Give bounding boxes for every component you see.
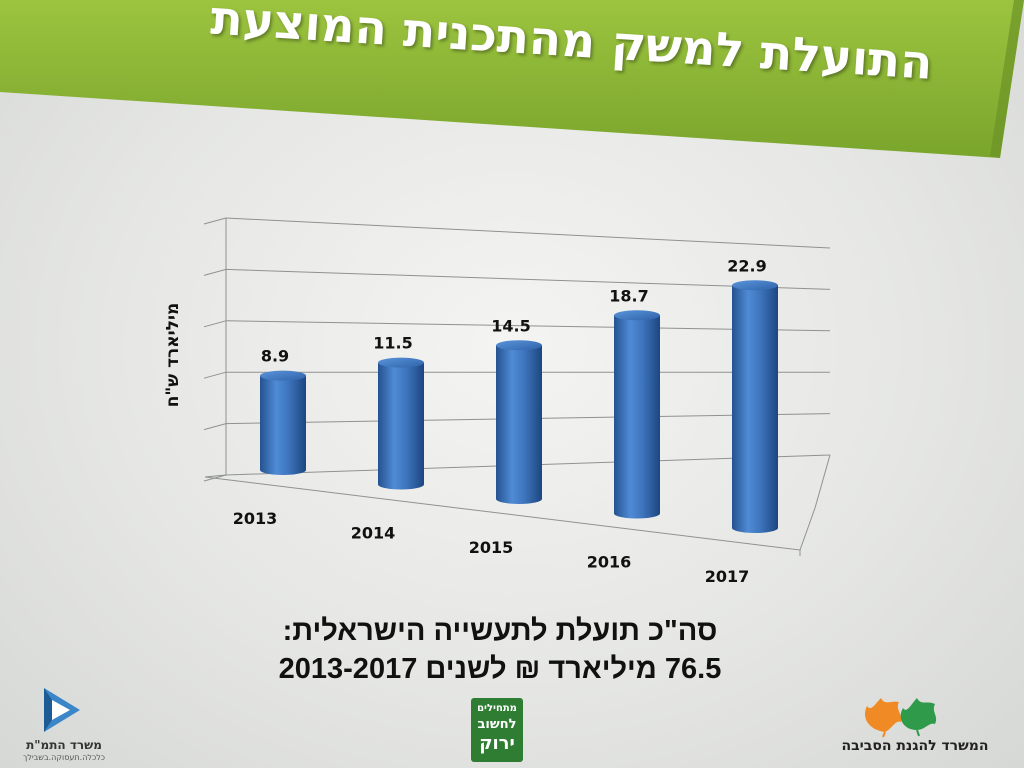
bar-cap-2013 [260, 370, 306, 381]
title-banner [0, 0, 1024, 158]
bar-2014 [378, 362, 424, 490]
green-logo-line-2: לחשוב [477, 717, 517, 732]
x-tick-label-2013: 2013 [233, 509, 278, 528]
bar-cap-2017 [732, 280, 778, 291]
ministry-environment-logo: המשרד להגנת הסביבה [815, 690, 1015, 766]
ministry-environment-caption: המשרד להגנת הסביבה [841, 738, 989, 754]
ministry-economy-caption: משרד התמ"ת [26, 738, 102, 752]
ministry-economy-subcaption: כלכלה.תעסוקה.בשבילך [23, 753, 105, 762]
summary-line-2: 76.5 מיליארד ₪ לשנים 2013-2017 [278, 653, 722, 685]
data-label-2015: 14.5 [491, 316, 530, 335]
bar-2013 [260, 375, 306, 475]
y-axis-label: מיליארד ש"ח [163, 302, 183, 408]
floor-outline [204, 454, 831, 551]
gridline-side [203, 371, 227, 379]
green-logo-line-3: ירוק [479, 733, 515, 754]
x-tick-label-2015: 2015 [469, 538, 514, 557]
data-label-2017: 22.9 [727, 256, 766, 275]
chart-bars [260, 280, 778, 533]
data-label-2016: 18.7 [609, 286, 648, 305]
x-tick-label-2017: 2017 [705, 567, 750, 586]
green-logo-line-1: מתחילים [477, 703, 517, 714]
data-label-2013: 8.9 [261, 347, 289, 366]
bar-2016 [614, 315, 660, 519]
floor-edge [204, 474, 227, 478]
bar-2015 [496, 345, 542, 504]
bar-cap-2016 [614, 310, 660, 321]
summary-line-1: סה"כ תועלת לתעשייה הישראלית: [282, 615, 718, 647]
start-thinking-green-logo: מתחילים לחשוב ירוק [471, 698, 523, 762]
gridline [225, 217, 831, 249]
gridline-side [203, 268, 227, 276]
summary-text: סה"כ תועלת לתעשייה הישראלית: 76.5 מיליאר… [200, 612, 800, 688]
bar-2017 [732, 285, 778, 533]
chart-labels: 8.9 2013 11.5 2014 14.5 2015 18.7 2016 22.9 2017 [233, 256, 767, 586]
chart-grid [203, 217, 831, 556]
gridline-side [203, 217, 227, 225]
gridline [225, 320, 831, 332]
bar-cap-2014 [378, 357, 424, 368]
ministry-economy-logo: משרד התמ"ת כלכלה.תעסוקה.בשבילך [8, 680, 118, 766]
leaves-icon [865, 698, 937, 738]
gridline-side [203, 423, 227, 431]
triangle-logo-icon [44, 688, 80, 732]
gridline-side [203, 320, 227, 328]
bar-cap-2015 [496, 340, 542, 351]
x-tick-label-2016: 2016 [587, 553, 632, 572]
x-tick-label-2014: 2014 [351, 524, 396, 543]
gridline [225, 268, 831, 290]
data-label-2014: 11.5 [373, 334, 412, 353]
